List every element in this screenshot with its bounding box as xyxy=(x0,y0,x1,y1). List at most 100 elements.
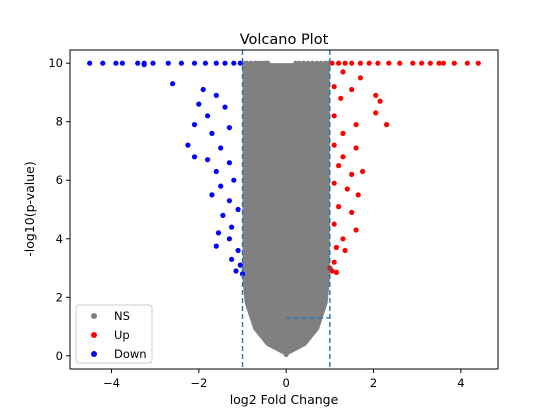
legend-marker-up xyxy=(91,332,97,338)
point-down xyxy=(215,230,222,236)
point-ns xyxy=(322,294,329,300)
point-down xyxy=(237,60,243,66)
point-up xyxy=(344,186,350,192)
point-down xyxy=(222,60,228,66)
point-down xyxy=(165,60,171,66)
point-up xyxy=(353,145,359,151)
points-layer xyxy=(87,60,481,357)
point-up xyxy=(342,247,348,254)
legend-label-up: Up xyxy=(114,328,130,342)
point-down xyxy=(209,130,215,136)
y-tick-label: 10 xyxy=(48,56,63,70)
x-tick-label: −4 xyxy=(103,376,120,390)
point-up xyxy=(440,60,446,66)
point-ns xyxy=(318,206,324,213)
point-down xyxy=(231,177,237,183)
point-ns xyxy=(305,60,311,66)
point-down xyxy=(119,60,125,66)
point-up xyxy=(451,60,457,66)
point-up xyxy=(349,60,355,66)
point-ns xyxy=(283,324,289,330)
point-up xyxy=(475,60,481,66)
point-down xyxy=(87,60,93,66)
point-ns xyxy=(320,148,326,154)
point-down xyxy=(226,198,232,204)
point-down xyxy=(200,86,206,93)
y-tick-label: 0 xyxy=(56,349,63,363)
legend-label-down: Down xyxy=(114,347,147,361)
point-down xyxy=(185,142,191,148)
point-down xyxy=(150,60,156,66)
point-up xyxy=(357,60,363,66)
x-tick-label: 0 xyxy=(283,376,290,390)
point-up xyxy=(338,95,344,101)
y-axis-label: -log10(p-value) xyxy=(22,161,37,256)
point-ns xyxy=(309,60,315,66)
point-ns xyxy=(301,89,307,95)
point-ns xyxy=(270,324,276,330)
x-tick-label: 2 xyxy=(370,376,377,390)
point-down xyxy=(226,160,232,166)
point-up xyxy=(333,244,339,251)
point-up xyxy=(340,130,346,136)
point-down xyxy=(100,60,106,66)
point-down xyxy=(237,262,243,268)
point-ns xyxy=(307,89,313,95)
point-ns xyxy=(270,206,276,213)
point-up xyxy=(464,60,470,66)
point-up xyxy=(331,84,337,90)
point-up xyxy=(436,60,442,66)
point-down xyxy=(205,113,211,119)
point-down xyxy=(191,154,198,160)
point-ns xyxy=(248,206,254,213)
point-down xyxy=(226,236,232,242)
point-ns xyxy=(253,148,259,154)
point-ns xyxy=(263,148,270,154)
legend-marker-ns xyxy=(91,313,97,319)
point-down xyxy=(205,157,211,163)
chart-title: Volcano Plot xyxy=(240,32,329,48)
point-ns xyxy=(301,60,307,66)
point-ns xyxy=(296,206,302,213)
point-ns xyxy=(296,324,302,330)
point-down xyxy=(226,125,232,131)
y-tick-label: 8 xyxy=(56,115,63,129)
point-ns xyxy=(242,89,248,95)
point-up xyxy=(329,60,335,66)
point-ns xyxy=(242,265,248,271)
y-axis-ticks: 0 2 4 6 8 10 xyxy=(48,56,70,363)
point-up xyxy=(336,204,342,210)
point-down xyxy=(141,62,147,68)
point-up xyxy=(336,163,342,169)
point-down xyxy=(196,101,202,107)
point-up xyxy=(353,122,359,128)
point-up xyxy=(349,171,355,177)
point-up xyxy=(419,60,425,66)
point-up xyxy=(349,209,355,215)
point-ns xyxy=(263,89,270,95)
point-down xyxy=(233,268,239,274)
point-up xyxy=(366,60,372,66)
point-up xyxy=(355,192,361,198)
point-up xyxy=(340,154,346,160)
point-up xyxy=(353,227,359,233)
point-up xyxy=(331,142,337,148)
point-down xyxy=(178,60,184,66)
point-up xyxy=(331,113,337,119)
point-ns xyxy=(296,60,302,66)
point-up xyxy=(331,221,337,227)
point-down xyxy=(229,256,235,262)
point-ns xyxy=(296,265,302,271)
point-ns xyxy=(248,89,254,95)
point-up xyxy=(340,236,346,242)
plot-frame xyxy=(69,49,499,370)
point-up xyxy=(427,60,433,66)
point-ns xyxy=(274,344,280,350)
point-down xyxy=(213,168,219,175)
point-down xyxy=(213,243,219,249)
point-down xyxy=(218,183,224,189)
point-down xyxy=(235,247,241,254)
point-down xyxy=(229,224,235,230)
point-ns xyxy=(318,60,324,66)
point-up xyxy=(333,269,339,275)
